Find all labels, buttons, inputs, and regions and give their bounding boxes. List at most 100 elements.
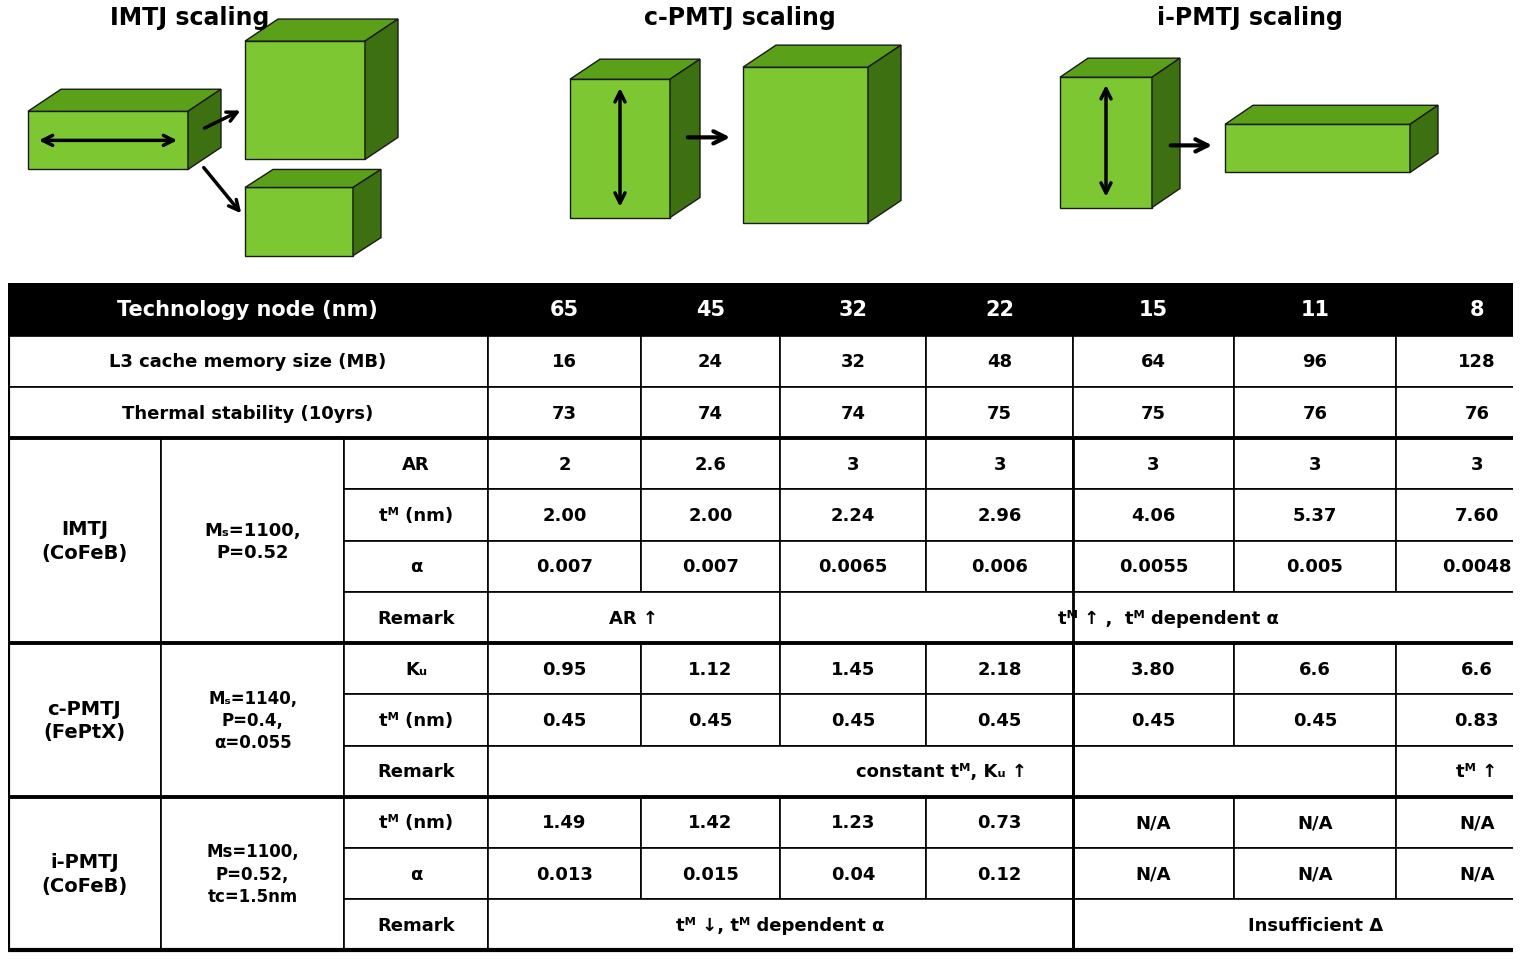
Bar	[926, 388, 1072, 439]
Bar	[1234, 541, 1396, 592]
Polygon shape	[1224, 106, 1437, 125]
Bar	[780, 490, 926, 541]
Bar	[926, 283, 1072, 336]
Polygon shape	[245, 189, 353, 256]
Bar	[1072, 490, 1234, 541]
Bar	[1234, 490, 1396, 541]
Text: 73: 73	[552, 404, 576, 422]
Bar	[488, 388, 642, 439]
Text: 0.04: 0.04	[830, 865, 875, 882]
Bar	[344, 899, 488, 951]
Text: 0.0055: 0.0055	[1119, 558, 1188, 575]
Text: 4.06: 4.06	[1132, 506, 1176, 525]
Bar	[344, 541, 488, 592]
Text: 24: 24	[698, 353, 722, 371]
Text: 76: 76	[1302, 404, 1328, 422]
Bar	[344, 848, 488, 899]
Text: 5.37: 5.37	[1293, 506, 1337, 525]
Bar	[642, 336, 780, 388]
Text: 15: 15	[1139, 300, 1168, 319]
Text: IMTJ scaling: IMTJ scaling	[111, 6, 269, 30]
Text: 0.005: 0.005	[1287, 558, 1343, 575]
Text: N/A: N/A	[1136, 814, 1171, 831]
Bar	[1396, 797, 1521, 848]
Text: N/A: N/A	[1459, 865, 1495, 882]
Bar	[1396, 848, 1521, 899]
Bar	[780, 388, 926, 439]
Text: 6.6: 6.6	[1299, 660, 1331, 678]
Text: 3: 3	[847, 455, 859, 474]
Polygon shape	[1060, 78, 1151, 208]
Bar	[1396, 283, 1521, 336]
Bar	[344, 797, 488, 848]
Bar	[344, 592, 488, 644]
Polygon shape	[669, 61, 700, 218]
Bar	[1234, 388, 1396, 439]
Text: 74: 74	[698, 404, 722, 422]
Bar	[1396, 336, 1521, 388]
Polygon shape	[570, 80, 669, 218]
Text: 1.23: 1.23	[830, 814, 875, 831]
Text: 0.45: 0.45	[689, 711, 733, 729]
Bar	[8, 797, 161, 951]
Polygon shape	[868, 46, 900, 224]
Text: 3.80: 3.80	[1132, 660, 1176, 678]
Bar	[1396, 745, 1521, 797]
Text: tᴹ (nm): tᴹ (nm)	[379, 506, 453, 525]
Bar	[1234, 797, 1396, 848]
Bar	[344, 745, 488, 797]
Text: Remark: Remark	[377, 762, 455, 781]
Bar	[1072, 797, 1234, 848]
Text: 1.49: 1.49	[543, 814, 587, 831]
Bar	[926, 644, 1072, 695]
Text: constant tᴹ, Kᵤ ↑: constant tᴹ, Kᵤ ↑	[856, 762, 1027, 781]
Bar	[161, 439, 344, 644]
Text: N/A: N/A	[1459, 814, 1495, 831]
Bar	[642, 283, 780, 336]
Bar	[1234, 695, 1396, 745]
Text: 48: 48	[987, 353, 1011, 371]
Bar	[780, 439, 926, 490]
Bar	[642, 797, 780, 848]
Bar	[926, 797, 1072, 848]
Text: tᴹ (nm): tᴹ (nm)	[379, 711, 453, 729]
Bar	[1396, 490, 1521, 541]
Polygon shape	[27, 112, 189, 170]
Text: 0.95: 0.95	[543, 660, 587, 678]
Text: N/A: N/A	[1136, 865, 1171, 882]
Text: 1.12: 1.12	[689, 660, 733, 678]
Bar	[1396, 644, 1521, 695]
Text: 2.24: 2.24	[830, 506, 875, 525]
Bar	[642, 644, 780, 695]
Text: tᴹ ↑ ,  tᴹ dependent α: tᴹ ↑ , tᴹ dependent α	[1059, 609, 1279, 627]
Bar	[780, 283, 926, 336]
Bar	[161, 644, 344, 797]
Bar	[1234, 283, 1396, 336]
Text: i-PMTJ
(CoFeB): i-PMTJ (CoFeB)	[41, 853, 128, 895]
Polygon shape	[245, 170, 380, 189]
Bar	[780, 336, 926, 388]
Bar	[642, 848, 780, 899]
Text: 45: 45	[697, 300, 726, 319]
Bar	[344, 695, 488, 745]
Text: 0.015: 0.015	[681, 865, 739, 882]
Bar	[488, 283, 642, 336]
Text: 2: 2	[558, 455, 570, 474]
Text: Insufficient Δ: Insufficient Δ	[1247, 915, 1383, 934]
Polygon shape	[189, 90, 221, 170]
Text: 0.0048: 0.0048	[1442, 558, 1512, 575]
Text: 76: 76	[1465, 404, 1489, 422]
Text: 0.45: 0.45	[978, 711, 1022, 729]
Bar	[488, 439, 642, 490]
Bar	[8, 388, 488, 439]
Text: 65: 65	[551, 300, 580, 319]
Text: 8: 8	[1469, 300, 1484, 319]
Bar	[1072, 695, 1234, 745]
Bar	[1396, 541, 1521, 592]
Bar	[1234, 336, 1396, 388]
Text: 75: 75	[1141, 404, 1167, 422]
Text: c-PMTJ
(FePtX): c-PMTJ (FePtX)	[43, 699, 125, 742]
Bar	[488, 336, 642, 388]
Text: Mₛ=1100,
P=0.52: Mₛ=1100, P=0.52	[204, 521, 301, 561]
Text: 1.45: 1.45	[830, 660, 875, 678]
